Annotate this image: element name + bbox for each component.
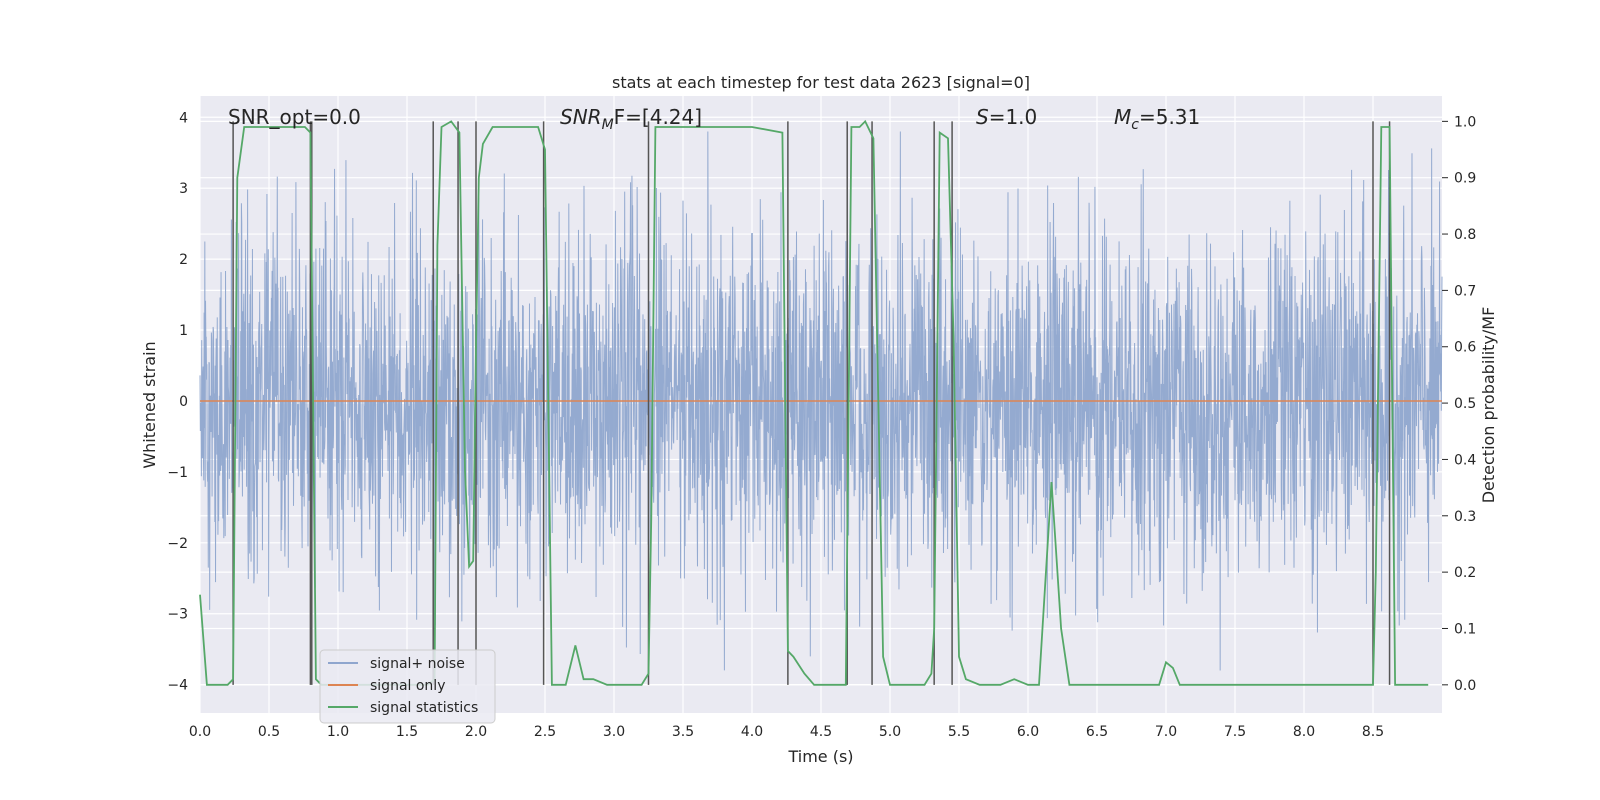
x-tick-label: 5.5 <box>948 724 970 740</box>
y-right-tick-label: 0.4 <box>1454 452 1476 468</box>
s-rest: =1.0 <box>989 105 1038 129</box>
chart-title: stats at each timestep for test data 262… <box>612 73 1030 92</box>
mc-sub: c <box>1131 117 1139 133</box>
y-left-tick-label: 2 <box>179 252 188 268</box>
x-tick-label: 0.0 <box>189 724 211 740</box>
x-ticks: 0.0 0.5 1.0 1.5 2.0 2.5 3.0 3.5 4.0 4.5 5.0 5.5 6.0 6… <box>189 724 1384 740</box>
y-left-ticks: 4 3 2 1 0 −1 −2 −3 −4 <box>167 110 188 693</box>
legend-label-noise: signal+ noise <box>370 656 465 672</box>
y-right-tick-label: 0.6 <box>1454 340 1476 356</box>
annotation-s: S=1.0 <box>976 105 1037 129</box>
mc-rest: =5.31 <box>1139 105 1200 129</box>
snr-mf-main: SNR <box>560 105 602 129</box>
x-tick-label: 4.5 <box>810 724 832 740</box>
y-right-tick-label: 0.3 <box>1454 509 1476 525</box>
x-tick-label: 1.0 <box>327 724 349 740</box>
y-right-tick-label: 0.9 <box>1454 171 1476 187</box>
y-right-axis-label: Detection probability/MF <box>1479 307 1498 504</box>
s-main: S <box>976 105 989 129</box>
y-right-tick-label: 0.7 <box>1454 283 1476 299</box>
x-tick-label: 0.5 <box>258 724 280 740</box>
y-left-tick-label: −3 <box>167 607 188 623</box>
snr-mf-sub: M <box>602 117 614 133</box>
legend: signal+ noise signal only signal statist… <box>319 649 496 724</box>
snr-mf-rest: F=[4.24] <box>614 105 702 129</box>
y-left-tick-label: −4 <box>167 678 188 694</box>
y-right-tick-label: 0.8 <box>1454 227 1476 243</box>
signal-noise-series <box>199 131 1443 671</box>
y-left-axis-label: Whitened strain <box>140 341 159 468</box>
legend-label-statistics: signal statistics <box>370 700 478 716</box>
y-left-tick-label: 4 <box>179 110 188 126</box>
y-right-ticks: 1.0 0.9 0.8 0.7 0.6 0.5 0.4 0.3 0.2 0.1 0.0 <box>1442 114 1476 694</box>
x-tick-label: 8.0 <box>1293 724 1315 740</box>
y-left-tick-label: 1 <box>179 323 188 339</box>
x-tick-label: 3.0 <box>603 724 625 740</box>
annotation-snr-mf: SNRMF=[4.24] <box>560 105 702 133</box>
x-tick-label: 5.0 <box>879 724 901 740</box>
y-right-tick-label: 0.1 <box>1454 621 1476 637</box>
legend-label-signal-only: signal only <box>370 678 445 694</box>
x-axis-label: Time (s) <box>787 747 853 766</box>
y-right-tick-label: 1.0 <box>1454 114 1476 130</box>
y-right-tick-label: 0.0 <box>1454 678 1476 694</box>
annotation-mc: Mc=5.31 <box>1114 105 1200 133</box>
legend-box <box>319 649 496 724</box>
y-left-tick-label: −1 <box>167 465 188 481</box>
x-tick-label: 2.0 <box>465 724 487 740</box>
annotation-snr-opt: SNR_opt=0.0 <box>228 105 361 129</box>
x-tick-label: 4.0 <box>741 724 763 740</box>
x-tick-label: 6.5 <box>1086 724 1108 740</box>
x-tick-label: 7.5 <box>1224 724 1246 740</box>
noise-path <box>199 131 1443 671</box>
y-left-tick-label: 0 <box>179 394 188 410</box>
y-right-tick-label: 0.5 <box>1454 396 1476 412</box>
x-tick-label: 2.5 <box>534 724 556 740</box>
y-right-tick-label: 0.2 <box>1454 565 1476 581</box>
x-tick-label: 1.5 <box>396 724 418 740</box>
y-left-tick-label: −2 <box>167 536 188 552</box>
x-tick-label: 7.0 <box>1155 724 1177 740</box>
x-tick-label: 8.5 <box>1362 724 1384 740</box>
mc-main: M <box>1114 105 1131 129</box>
y-left-tick-label: 3 <box>179 181 188 197</box>
x-tick-label: 3.5 <box>672 724 694 740</box>
x-tick-label: 6.0 <box>1017 724 1039 740</box>
